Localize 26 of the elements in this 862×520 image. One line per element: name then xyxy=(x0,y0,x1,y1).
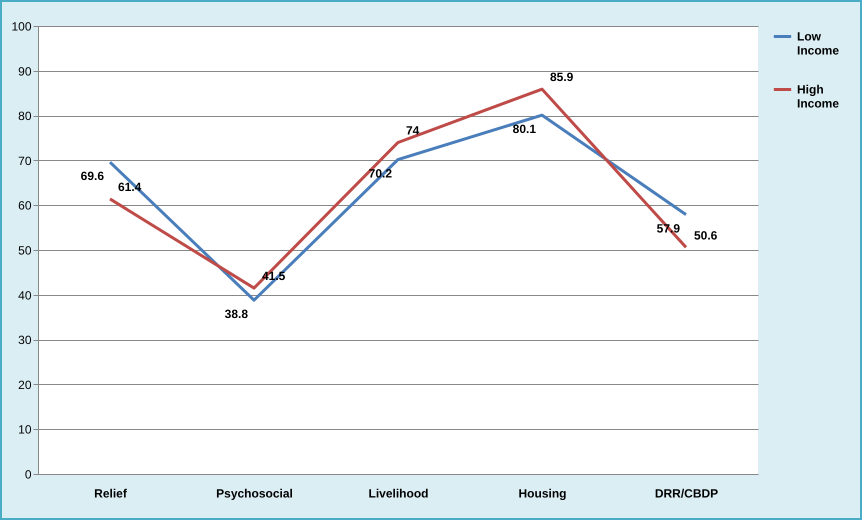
data-label: 50.6 xyxy=(694,228,718,242)
y-tick-label: 40 xyxy=(18,288,32,302)
x-tick-label: Livelihood xyxy=(368,486,428,500)
y-tick-label: 0 xyxy=(24,468,32,482)
line-series xyxy=(108,88,688,290)
data-label: 74 xyxy=(406,123,420,138)
x-tick-label: Housing xyxy=(518,486,566,500)
data-label: 38.8 xyxy=(224,307,248,322)
y-tick-label: 50 xyxy=(18,244,32,258)
data-label: 85.9 xyxy=(550,70,574,84)
y-tick-label: 90 xyxy=(18,64,32,78)
y-tick-label: 20 xyxy=(18,378,32,392)
y-tick-label: 60 xyxy=(18,198,32,213)
legend-label: Low Income xyxy=(797,30,840,58)
x-tick-label: DRR/CBDP xyxy=(654,486,718,500)
line-series xyxy=(108,114,688,302)
x-tick-label: Relief xyxy=(94,486,128,500)
x-tick-label: Psychosocial xyxy=(216,486,293,500)
legend-label: High Income xyxy=(797,82,840,110)
y-tick-label: 100 xyxy=(11,20,32,34)
y-tick-label: 80 xyxy=(18,109,32,124)
y-tick-label: 10 xyxy=(18,422,32,437)
y-tick-label: 30 xyxy=(18,333,32,348)
y-tick-label: 70 xyxy=(18,154,32,168)
data-label: 69.6 xyxy=(80,169,104,184)
data-label: 80.1 xyxy=(512,122,536,136)
